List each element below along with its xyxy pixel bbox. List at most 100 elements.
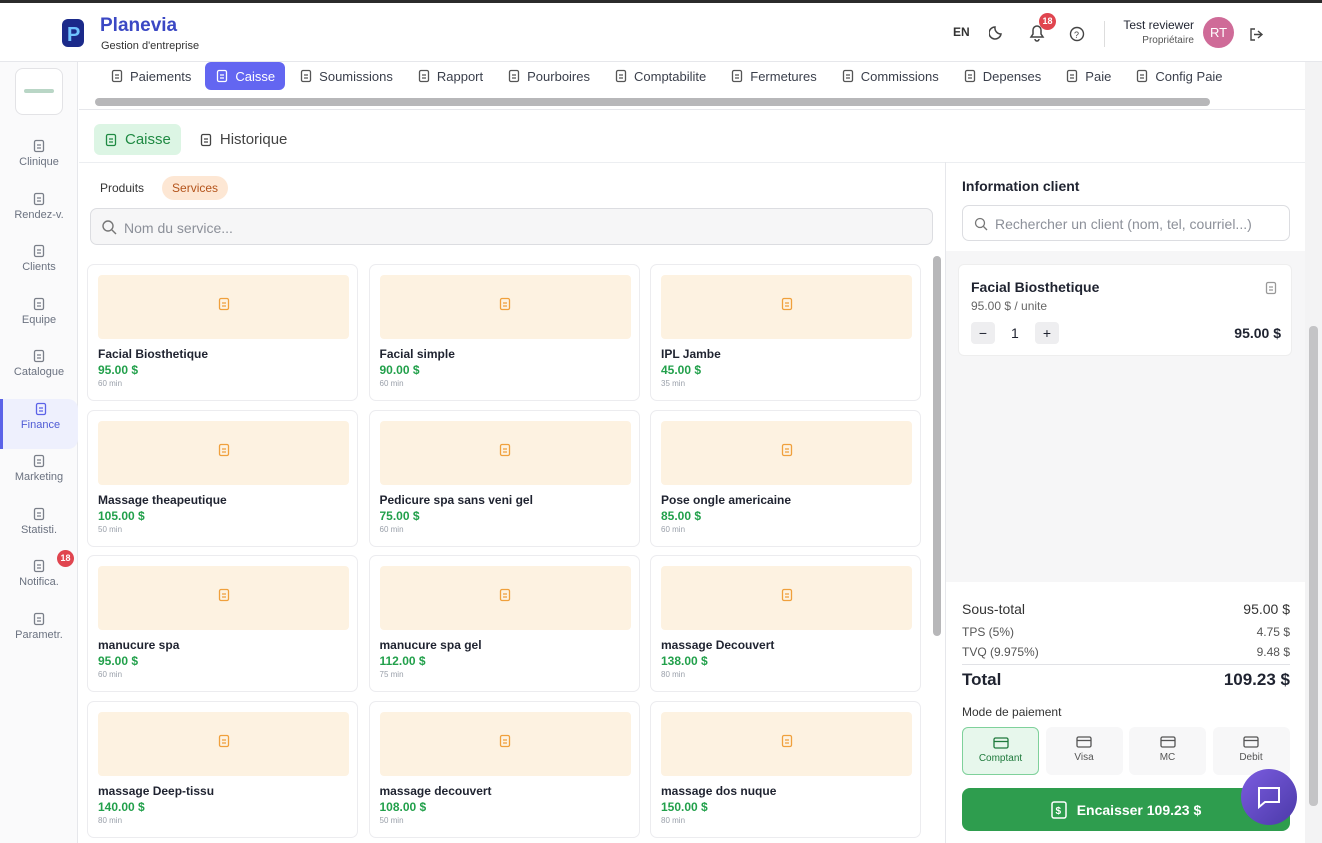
tab[interactable]: Paie <box>1055 62 1121 90</box>
language[interactable]: EN <box>953 25 970 39</box>
icon <box>499 297 511 311</box>
sidebar-item[interactable]: Parametr. <box>0 609 78 659</box>
service-card[interactable]: Pose ongle americaine 85.00 $60 min <box>650 409 921 547</box>
filter-chip[interactable]: Produits <box>100 181 145 195</box>
help[interactable]: ? <box>1069 26 1085 42</box>
cart-item: Facial Biosthetique 95.00 $ / unite −1 +95.… <box>958 264 1292 356</box>
service-image <box>661 420 912 485</box>
sidebar-label: Catalogue <box>13 366 65 378</box>
tps-row: TPS (5%) 4.75 $ <box>962 625 1290 639</box>
value: 4.75 $ <box>1256 625 1290 639</box>
subtab[interactable]: Caisse <box>94 124 181 155</box>
icon <box>781 734 792 747</box>
sidebar-item[interactable]: Notifica. 18 <box>0 550 78 606</box>
icon <box>781 588 792 602</box>
icon <box>499 734 511 747</box>
tab-list: Paiements Caisse Soumissions Rapport Pourboi… <box>100 62 1233 92</box>
tab-label: Commissions <box>860 68 939 84</box>
icon <box>33 139 45 153</box>
subtab-label: Caisse <box>125 131 171 148</box>
logout[interactable] <box>1249 27 1264 42</box>
sidebar-item[interactable]: Catalogue <box>0 346 78 396</box>
tab[interactable]: Caisse <box>205 62 286 90</box>
chat-button[interactable] <box>1241 769 1297 825</box>
service-price: 85.00 $ <box>661 508 702 523</box>
payment-label: Comptant <box>978 753 1023 764</box>
sidebar-label: Rendez-v. <box>14 208 64 221</box>
icon <box>508 69 520 83</box>
subtab[interactable]: Historique <box>189 124 298 155</box>
service-card[interactable]: Massage theapeutique 105.00 $50 min <box>87 409 358 547</box>
service-card[interactable]: manucure spa gel 112.00 $ 75 min <box>368 555 640 692</box>
service-name: Facial Biosthetique <box>98 347 209 361</box>
value: 109.23 $ <box>1223 670 1290 689</box>
sidebar-item[interactable]: Clinique <box>0 136 78 186</box>
tab-label: Pourboires <box>527 68 590 84</box>
tab[interactable]: Fermetures <box>720 62 826 90</box>
sidebar-label: Finance <box>20 418 61 431</box>
service-name: massage decouvert <box>379 783 492 798</box>
icon <box>33 612 45 625</box>
qty-plus[interactable]: + <box>1035 322 1059 344</box>
payment-method[interactable]: Visa <box>1045 727 1123 775</box>
sidebar-item[interactable]: Equipe <box>0 294 78 344</box>
service-image <box>98 275 349 339</box>
subtab-label: Historique <box>219 131 288 148</box>
card-icon <box>992 737 1009 749</box>
page-scrollbar <box>1305 62 1322 843</box>
service-name: massage Decouvert <box>661 638 775 652</box>
service-card[interactable]: massage Deep-tissu 140.00 $80 min <box>87 700 358 838</box>
service-name: manucure spa gel <box>379 638 482 652</box>
divider <box>79 162 1305 163</box>
payment-method[interactable]: Comptant <box>962 727 1039 775</box>
sidebar-item[interactable]: Rendez-v. <box>0 189 78 239</box>
service-card[interactable]: massage dos nuque 150.00 $80 min <box>650 700 921 838</box>
service-card[interactable]: massage decouvert 108.00 $50 min <box>368 700 640 838</box>
sidebar-item[interactable]: Statisti. <box>0 504 78 554</box>
notifications[interactable] <box>1028 23 1046 43</box>
service-price: 112.00 $ <box>379 654 426 668</box>
service-card[interactable]: Facial simple 90.00 $ 60 min <box>368 264 640 401</box>
service-card[interactable]: manucure spa 95.00 $ 60 min <box>87 555 358 692</box>
payment-method[interactable]: Debit <box>1212 727 1290 775</box>
filter-list: Produits Services <box>90 176 229 200</box>
tab[interactable]: Commissions <box>831 62 949 90</box>
search-icon <box>102 220 117 235</box>
brand: Planevia <box>100 15 178 36</box>
filter-chip[interactable]: Services <box>162 176 229 200</box>
icon <box>33 192 45 205</box>
service-name: Pose ongle americaine <box>661 492 792 507</box>
notification-badge: 18 <box>1039 13 1056 30</box>
service-image <box>379 275 631 339</box>
sidebar-item[interactable]: Clients <box>0 241 78 291</box>
tab[interactable]: Comptabilite <box>604 62 716 90</box>
service-card[interactable]: IPL Jambe 45.00 $ 35 min <box>650 264 921 401</box>
service-image <box>661 275 912 339</box>
sidebar-item[interactable]: Marketing <box>0 451 78 501</box>
checkout-button[interactable]: $ Encaisser 109.23 $ <box>962 788 1290 831</box>
value: 95.00 $ <box>1243 601 1290 617</box>
icon <box>781 297 792 311</box>
service-search[interactable]: Nom du service... <box>90 208 933 245</box>
icon <box>499 588 511 602</box>
client-search[interactable]: Rechercher un client (nom, tel, courriel… <box>962 205 1290 241</box>
qty-minus[interactable]: − <box>971 322 995 344</box>
payment-method[interactable]: MC <box>1129 727 1206 775</box>
tab[interactable]: Rapport <box>407 62 493 90</box>
icon <box>218 443 229 456</box>
tab-label: Rapport <box>436 68 484 84</box>
service-card[interactable]: Pedicure spa sans veni gel 75.00 $60 min <box>368 409 640 547</box>
tab[interactable]: Config Paie <box>1125 62 1232 90</box>
theme-toggle[interactable] <box>989 24 1005 40</box>
service-card[interactable]: massage Decouvert 138.00 $ 80 min <box>650 555 921 692</box>
tab[interactable]: Paiements <box>100 62 201 90</box>
tab[interactable]: Soumissions <box>289 62 403 90</box>
avatar[interactable]: RT <box>1203 17 1234 48</box>
sidebar-item[interactable]: Finance <box>0 398 78 449</box>
icon <box>218 734 229 747</box>
icon <box>1265 281 1277 295</box>
service-card[interactable]: Facial Biosthetique 95.00 $ 60 min <box>87 264 358 401</box>
tab[interactable]: Depenses <box>953 62 1052 90</box>
subtab-list: Caisse Historique <box>94 124 297 155</box>
tab[interactable]: Pourboires <box>497 62 600 90</box>
